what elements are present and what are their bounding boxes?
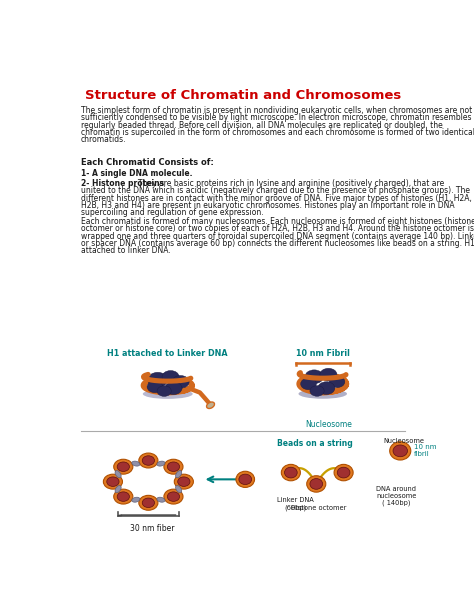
Ellipse shape — [157, 461, 165, 466]
Ellipse shape — [157, 497, 165, 502]
Ellipse shape — [310, 386, 324, 396]
Ellipse shape — [299, 389, 347, 398]
Text: sufficiently condensed to be visible by light microscope. In electron microscope: sufficiently condensed to be visible by … — [81, 113, 474, 122]
Ellipse shape — [165, 382, 182, 395]
Text: Structure of Chromatin and Chromosomes: Structure of Chromatin and Chromosomes — [85, 89, 401, 102]
Ellipse shape — [147, 381, 163, 393]
Text: different histones are in contact with the minor groove of DNA. Five major types: different histones are in contact with t… — [81, 194, 472, 203]
Ellipse shape — [393, 445, 408, 457]
Ellipse shape — [390, 442, 411, 460]
Ellipse shape — [132, 461, 140, 466]
Ellipse shape — [239, 474, 252, 484]
Ellipse shape — [236, 471, 255, 487]
Text: : They are basic proteins rich in lysine and arginine (positively charged), that: : They are basic proteins rich in lysine… — [133, 179, 445, 188]
Ellipse shape — [207, 402, 215, 408]
Ellipse shape — [148, 372, 168, 387]
Ellipse shape — [175, 485, 182, 493]
Text: Each Chromatid Consists of:: Each Chromatid Consists of: — [81, 158, 214, 167]
Ellipse shape — [318, 382, 335, 395]
Ellipse shape — [307, 476, 326, 492]
Text: wrapped one and three quarters of toroidal supercoiled DNA segment (contains ave: wrapped one and three quarters of toroid… — [81, 232, 474, 241]
Ellipse shape — [143, 389, 193, 399]
Ellipse shape — [164, 489, 183, 504]
Ellipse shape — [329, 376, 345, 387]
Ellipse shape — [337, 467, 350, 478]
Ellipse shape — [157, 386, 171, 397]
Ellipse shape — [114, 459, 133, 474]
Ellipse shape — [174, 474, 193, 489]
Ellipse shape — [115, 485, 121, 493]
Ellipse shape — [107, 477, 119, 486]
Text: Nucleosome: Nucleosome — [306, 420, 352, 429]
Text: Beads on a string: Beads on a string — [277, 440, 353, 448]
Text: chromatids.: chromatids. — [81, 135, 127, 144]
Text: Linker DNA
(60bp): Linker DNA (60bp) — [277, 497, 314, 511]
Ellipse shape — [301, 378, 316, 390]
Ellipse shape — [139, 495, 158, 510]
Ellipse shape — [178, 477, 190, 486]
Ellipse shape — [310, 479, 323, 489]
Ellipse shape — [305, 370, 323, 384]
Text: The simplest form of chromatin is present in nondividing eukaryotic cells, when : The simplest form of chromatin is presen… — [81, 106, 472, 115]
Text: 30 nm fiber: 30 nm fiber — [130, 524, 174, 533]
Text: supercoiling and regulation of gene expression.: supercoiling and regulation of gene expr… — [81, 208, 264, 218]
Ellipse shape — [139, 453, 158, 468]
Ellipse shape — [334, 465, 353, 481]
Ellipse shape — [117, 492, 129, 501]
Text: attached to linker DNA.: attached to linker DNA. — [81, 246, 171, 256]
Ellipse shape — [162, 370, 179, 383]
Ellipse shape — [114, 489, 133, 504]
Ellipse shape — [142, 456, 155, 465]
Ellipse shape — [320, 368, 337, 381]
Ellipse shape — [132, 497, 140, 502]
Ellipse shape — [172, 376, 189, 388]
Text: octomer or histone core) or two copies of each of H2A, H2B, H3 and H4. Around th: octomer or histone core) or two copies o… — [81, 224, 474, 234]
Ellipse shape — [164, 459, 183, 474]
Ellipse shape — [167, 462, 180, 471]
Ellipse shape — [117, 462, 129, 471]
Text: united to the DNA which is acidic (negatively charged due to the presence of pho: united to the DNA which is acidic (negat… — [81, 186, 470, 196]
Text: 1- A single DNA molecule.: 1- A single DNA molecule. — [81, 169, 192, 178]
Text: 2- Histone proteins: 2- Histone proteins — [81, 179, 164, 188]
Ellipse shape — [167, 492, 180, 501]
Ellipse shape — [175, 471, 182, 478]
Text: 10 nm Fibril: 10 nm Fibril — [296, 349, 350, 358]
Text: Nucleosome: Nucleosome — [383, 438, 425, 444]
Text: DNA around
nucleosome
( 140bp): DNA around nucleosome ( 140bp) — [376, 485, 417, 506]
Ellipse shape — [284, 467, 297, 478]
Ellipse shape — [115, 471, 121, 478]
Text: H2B, H3 and H4) are present in eukaryotic chromosomes. Histones play an importan: H2B, H3 and H4) are present in eukaryoti… — [81, 201, 455, 210]
Ellipse shape — [142, 498, 155, 508]
Ellipse shape — [103, 474, 122, 489]
Text: H1 attached to Linker DNA: H1 attached to Linker DNA — [108, 349, 228, 358]
Text: Histone octomer: Histone octomer — [291, 504, 346, 511]
Text: 10 nm
fibril: 10 nm fibril — [414, 444, 437, 457]
Text: chromatin is supercoiled in the form of chromosomes and each chromosome is forme: chromatin is supercoiled in the form of … — [81, 128, 474, 137]
Text: or spacer DNA (contains average 60 bp) connects the different nucleosomes like b: or spacer DNA (contains average 60 bp) c… — [81, 239, 474, 248]
Text: regularly beaded thread. Before cell division, all DNA molecules are replicated : regularly beaded thread. Before cell div… — [81, 121, 443, 129]
Text: Each chromatid is formed of many nucleosomes. Each nucleosome is formed of eight: Each chromatid is formed of many nucleos… — [81, 217, 474, 226]
Ellipse shape — [281, 465, 301, 481]
